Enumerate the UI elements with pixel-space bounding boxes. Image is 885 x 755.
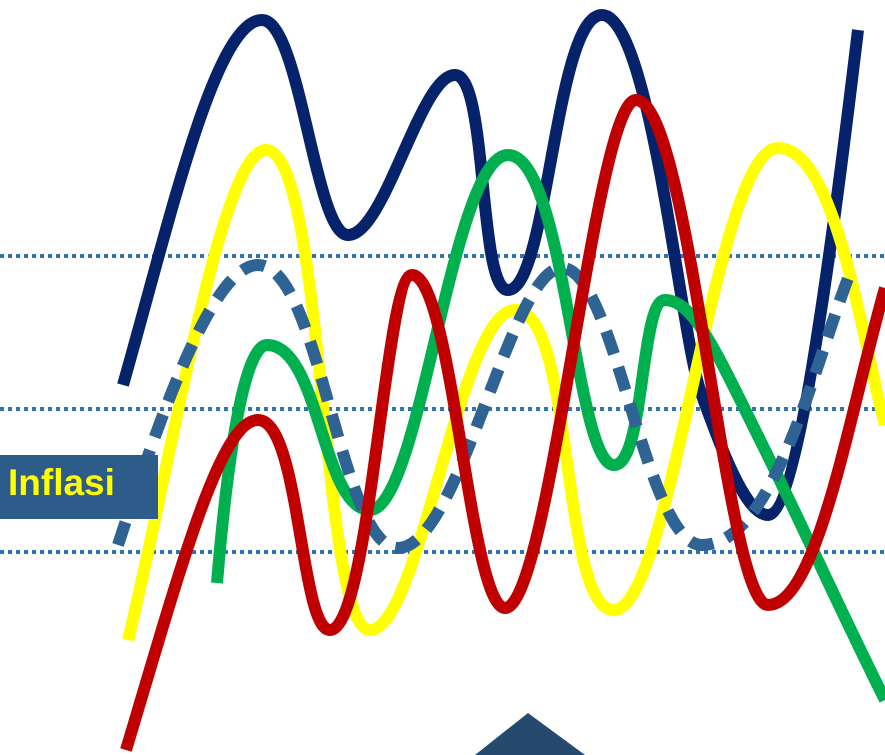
inflasi-label: Inflasi xyxy=(0,455,158,519)
navy-wave xyxy=(117,9,864,521)
red-wave xyxy=(120,94,885,752)
green-wave xyxy=(211,149,885,703)
yellow-wave xyxy=(122,142,885,642)
inflasi-label-text: Inflasi xyxy=(8,462,115,503)
dashed-wave xyxy=(112,259,858,554)
arrow-shape xyxy=(475,713,585,755)
